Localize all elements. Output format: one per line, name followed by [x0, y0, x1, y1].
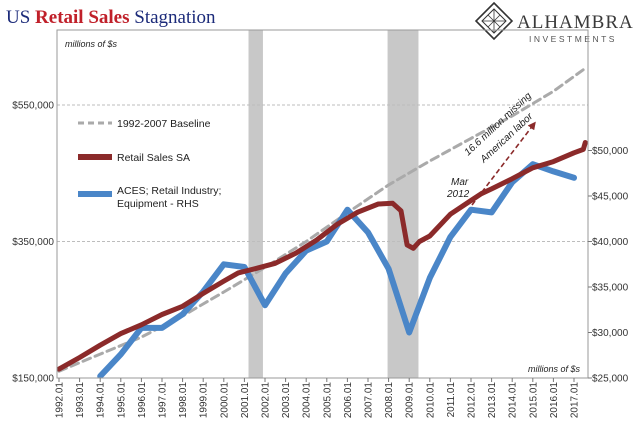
x-tick-label: 1996.01 [137, 382, 148, 419]
x-tick-label: 2005.01 [322, 382, 333, 419]
x-tick-label: 1998.01 [178, 382, 189, 419]
x-tick-label: 1999.01 [199, 382, 210, 419]
annotation-mar-line1: Mar [451, 177, 469, 188]
x-tick-label: 2014.01 [508, 382, 519, 419]
legend-label-aces-line1: ACES; Retail Industry; [117, 185, 221, 197]
right-tick-label: $35,000 [592, 283, 629, 294]
series-retail-sales [57, 140, 588, 372]
legend-label-retail: Retail Sales SA [117, 152, 190, 164]
annotation-arrow [471, 121, 536, 206]
logo-diamond-icon [474, 1, 514, 41]
x-tick-label: 2006.01 [343, 382, 354, 419]
x-tick-label: 1994.01 [96, 382, 107, 419]
series-baseline [57, 66, 588, 373]
x-tick-label: 2010.01 [425, 382, 436, 419]
right-tick-label: $25,000 [592, 374, 629, 385]
x-tick-label: 2000.01 [219, 382, 230, 419]
series-layer [57, 66, 588, 378]
x-tick-label: 2016.01 [549, 382, 560, 419]
x-tick-label: 1995.01 [116, 382, 127, 419]
logo-subtitle: INVESTMENTS [529, 34, 617, 44]
left-axis-ticks: $150,000 $350,000 $550,000 [12, 101, 54, 385]
x-tick-label: 2007.01 [364, 382, 375, 419]
title-part-1: US [6, 7, 30, 28]
left-tick-label: $550,000 [12, 101, 54, 112]
logo-name: ALHAMBRA [517, 12, 634, 33]
title-part-3: Stagnation [134, 7, 216, 28]
x-tick-label: 2013.01 [487, 382, 498, 419]
legend: 1992-2007 Baseline Retail Sales SA ACES;… [78, 118, 221, 210]
left-tick-label: $350,000 [12, 237, 54, 248]
x-tick-label: 1992.01 [55, 382, 66, 419]
x-tick-label: 2004.01 [302, 382, 313, 419]
recession-band-0 [248, 30, 263, 378]
x-tick-label: 1993.01 [75, 382, 86, 419]
legend-label-baseline: 1992-2007 Baseline [117, 118, 211, 130]
right-units-label: millions of $s [528, 364, 581, 374]
x-tick-label: 2001.01 [240, 382, 251, 419]
plot-frame [56, 29, 589, 379]
x-tick-label: 2003.01 [281, 382, 292, 419]
chart-title: US Retail Sales Stagnation [6, 7, 216, 28]
right-tick-label: $50,000 [592, 146, 629, 157]
x-tick-label: 2011.01 [446, 382, 457, 418]
x-tick-label: 2008.01 [384, 382, 395, 419]
left-units-label: millions of $s [65, 39, 118, 49]
x-tick-label: 2009.01 [405, 382, 416, 419]
annotation-mar-line2: 2012 [446, 189, 470, 200]
x-axis-ticks: 1992.01 1993.01 1994.01 1995.01 1996.01 1997.… [55, 378, 581, 418]
right-axis-ticks: $25,000 $30,000 $35,000 $40,000 $45,000 $50,0… [588, 146, 629, 385]
x-tick-label: 2002.01 [261, 382, 272, 419]
x-tick-label: 2015.01 [528, 382, 539, 419]
right-tick-label: $45,000 [592, 192, 629, 203]
x-tick-label: 2012.01 [467, 382, 478, 419]
title-part-2: Retail Sales [35, 7, 129, 28]
x-tick-label: 2017.01 [570, 382, 581, 419]
legend-label-aces-line2: Equipment - RHS [117, 198, 199, 210]
right-tick-label: $40,000 [592, 237, 629, 248]
alhambra-logo: ALHAMBRA INVESTMENTS [474, 1, 634, 44]
x-tick-label: 1997.01 [158, 382, 169, 419]
left-tick-label: $150,000 [12, 374, 54, 385]
right-tick-label: $30,000 [592, 328, 629, 339]
